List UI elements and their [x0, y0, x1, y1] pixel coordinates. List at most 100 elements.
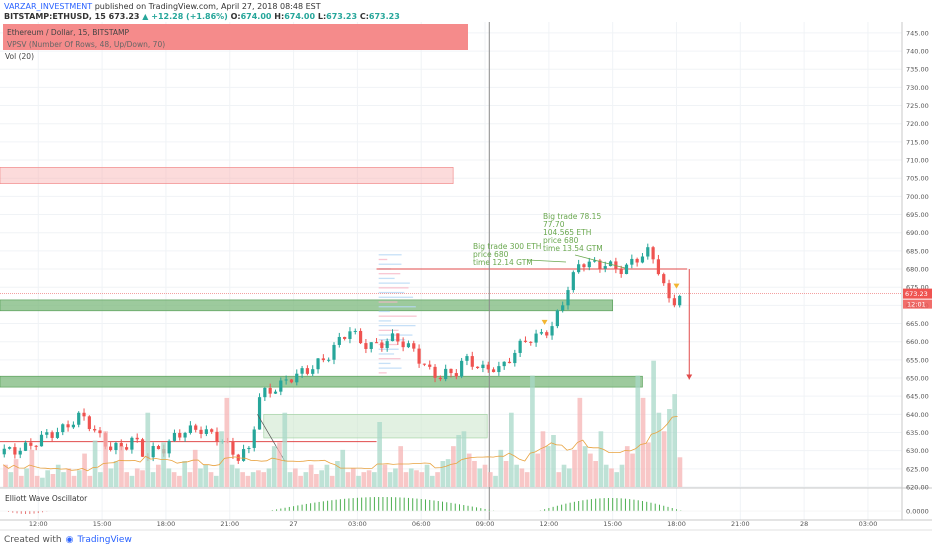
- candle-body: [204, 429, 208, 434]
- oscillator-label[interactable]: Elliott Wave Oscillator: [5, 494, 88, 503]
- candle-body: [55, 432, 60, 438]
- candle-body: [635, 258, 639, 263]
- published-text: published on TradingView.com, April 27, …: [94, 2, 321, 11]
- candle-body: [608, 261, 613, 267]
- candle-body: [183, 432, 187, 438]
- candle-body: [475, 366, 480, 369]
- volume-profile-row: [378, 277, 395, 280]
- x-tick-label: 18:00: [667, 520, 686, 528]
- volume-bar: [498, 449, 504, 487]
- volume-bar: [487, 472, 493, 487]
- volume-bar: [161, 442, 166, 487]
- y-tick-label: 680.00: [906, 266, 929, 274]
- legend-vpsv[interactable]: VPSV (Number Of Rows, 48, Up/Down, 70): [7, 40, 166, 49]
- candle-body: [507, 361, 512, 364]
- volume-bar: [393, 468, 398, 487]
- candle-body: [353, 330, 357, 332]
- volume-bar: [377, 422, 382, 487]
- y-tick-label: 655.00: [906, 356, 929, 364]
- candle-body: [390, 333, 395, 342]
- candle-body: [598, 260, 602, 269]
- candle-body: [619, 269, 623, 275]
- volume-bar: [677, 457, 683, 487]
- candle-body: [327, 359, 331, 361]
- y-tick-label: 675.00: [906, 284, 929, 292]
- volume-bar: [219, 431, 224, 487]
- volume-bar: [572, 449, 577, 487]
- volume-bar: [624, 446, 630, 487]
- y-tick-label: 690.00: [906, 229, 929, 237]
- candle-body: [257, 397, 262, 430]
- volume-bar: [314, 474, 319, 487]
- volume-bar: [92, 440, 98, 487]
- volume-bar: [45, 470, 51, 487]
- volume-bar: [129, 475, 135, 487]
- footer-brand[interactable]: TradingView: [77, 535, 132, 545]
- volume-bar: [229, 464, 235, 487]
- candle-body: [550, 326, 554, 336]
- candle-body: [412, 343, 416, 349]
- volume-bar: [87, 475, 93, 487]
- candle-body: [523, 340, 528, 342]
- change-up-icon: ▲: [142, 12, 149, 21]
- volume-bar: [540, 431, 546, 487]
- candle-body: [582, 264, 586, 268]
- volume-profile-row: [378, 324, 416, 327]
- volume-bar: [429, 475, 435, 487]
- volume-bar: [8, 472, 14, 487]
- candle-body: [252, 429, 256, 448]
- candle-body: [449, 368, 453, 374]
- x-tick-label: 12:00: [29, 520, 48, 528]
- candle-body: [369, 342, 373, 349]
- annotation-line: price 680: [543, 236, 579, 245]
- zone-consolidation: [263, 414, 488, 439]
- volume-bar: [240, 472, 245, 487]
- c-label: C:: [359, 12, 369, 21]
- volume-bar: [398, 446, 404, 487]
- volume-bar: [192, 449, 198, 487]
- candle-body: [518, 340, 522, 353]
- legend-vol[interactable]: Vol (20): [5, 52, 35, 61]
- y-tick-label: 715.00: [906, 138, 929, 146]
- volume-profile-row: [378, 348, 399, 350]
- volume-bar: [535, 453, 541, 487]
- candle-body: [109, 446, 113, 451]
- candle-body: [401, 341, 405, 348]
- candle-body: [470, 356, 474, 367]
- y-tick-label: 645.00: [906, 393, 929, 401]
- candle-body: [178, 432, 182, 438]
- volume-bar: [451, 446, 456, 487]
- volume-bar: [361, 472, 367, 487]
- volume-profile-row: [378, 372, 387, 374]
- candle-body: [98, 430, 102, 434]
- volume-bar: [98, 472, 103, 487]
- volume-bar: [424, 464, 430, 487]
- candle-body: [321, 358, 325, 361]
- y-tick-label: 650.00: [906, 375, 929, 383]
- o-label: O:: [230, 12, 241, 21]
- volume-bar: [640, 397, 646, 487]
- volume-bar: [582, 446, 588, 487]
- candle-body: [311, 369, 315, 374]
- volume-bar: [503, 461, 509, 487]
- volume-profile-row: [378, 291, 405, 294]
- legend-title[interactable]: Ethereum / Dollar, 15, BITSTAMP: [7, 28, 130, 37]
- candle-body: [114, 442, 118, 451]
- author-link[interactable]: VARZAR_INVESTMENT: [4, 2, 93, 11]
- volume-bar: [303, 472, 309, 487]
- volume-bar: [124, 472, 130, 487]
- candle-body: [491, 369, 496, 373]
- volume-bar: [208, 472, 214, 487]
- candle-body: [454, 373, 458, 377]
- candle-body: [61, 424, 65, 433]
- y-tick-label: 630.00: [906, 447, 929, 455]
- candle-body: [199, 429, 203, 434]
- volume-bar: [556, 472, 562, 487]
- x-tick-label: 28: [800, 520, 808, 528]
- signal-marker-icon: [541, 319, 548, 325]
- volume-bar: [277, 442, 282, 487]
- volume-bar: [266, 468, 272, 487]
- candle-body: [539, 332, 544, 334]
